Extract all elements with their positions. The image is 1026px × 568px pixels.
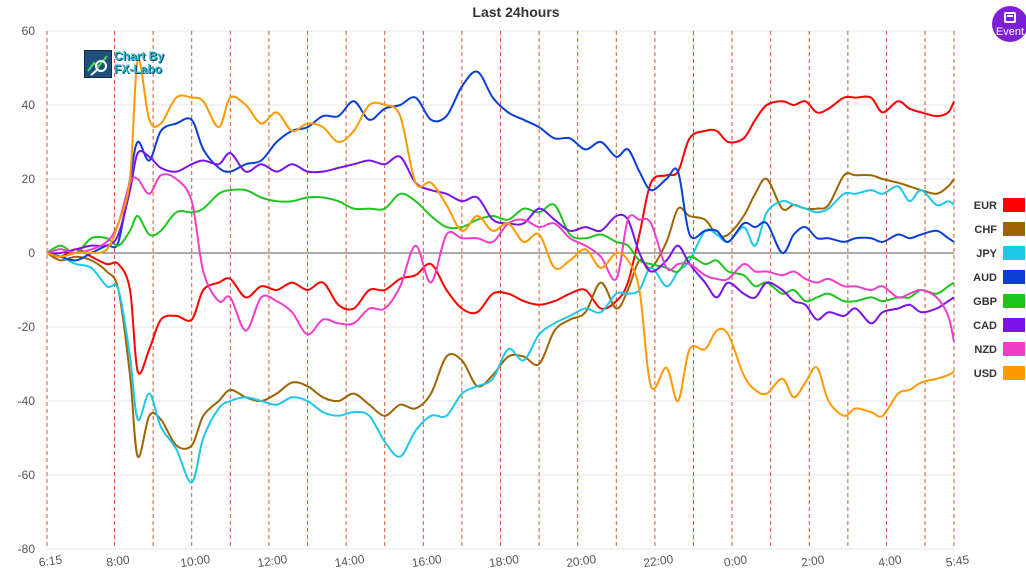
legend-label: GBP	[973, 296, 997, 308]
watermark-text: Chart By FX-Labo	[114, 50, 164, 76]
legend-label: CHF	[974, 224, 997, 236]
y-axis: 60 40 20 0 -20 -40 -60 -80	[18, 24, 36, 556]
series-line-usd	[46, 58, 955, 418]
legend-label: USD	[974, 368, 997, 380]
y-tick-label: -60	[18, 468, 36, 482]
chart-by-fx-labo-logo: Chart By FX-Labo	[84, 50, 194, 80]
legend-item-chf[interactable]: CHF	[974, 222, 1025, 236]
x-tick-label: 16:00	[411, 552, 443, 568]
x-tick-label: 8:00	[105, 552, 130, 568]
chart-title: Last 24hours	[472, 4, 559, 20]
x-tick-label: 2:00	[800, 552, 825, 568]
x-tick-label: 22:00	[642, 552, 674, 568]
x-tick-label: 4:00	[877, 552, 902, 568]
vertical-gridlines	[46, 31, 955, 549]
legend-label: AUD	[973, 272, 997, 284]
y-tick-label: 40	[22, 98, 36, 112]
watermark-line2: FX-Labo	[114, 62, 162, 76]
calendar-icon	[1004, 12, 1016, 23]
legend-item-usd[interactable]: USD	[974, 366, 1025, 380]
legend-swatch	[1003, 318, 1025, 332]
series-line-aud	[46, 70, 955, 262]
legend-item-jpy[interactable]: JPY	[976, 246, 1025, 260]
y-tick-label: 20	[22, 172, 36, 186]
legend-item-aud[interactable]: AUD	[973, 270, 1025, 284]
legend-label: NZD	[974, 344, 997, 356]
legend-swatch	[1003, 246, 1025, 260]
series-line-gbp	[46, 188, 955, 303]
series-line-jpy	[46, 185, 955, 484]
y-tick-label: 0	[28, 246, 35, 260]
x-tick-label: 0:00	[723, 552, 748, 568]
legend-label: CAD	[973, 320, 997, 332]
x-tick-label: 12:00	[257, 552, 289, 568]
x-tick-label: 6:15	[38, 552, 63, 568]
series-line-cad	[46, 150, 955, 325]
legend-swatch	[1003, 294, 1025, 308]
x-tick-label: 18:00	[488, 552, 520, 568]
legend[interactable]: EUR CHF JPY AUD GBP CAD NZD USD	[973, 198, 1025, 380]
legend-item-gbp[interactable]: GBP	[973, 294, 1025, 308]
legend-item-cad[interactable]: CAD	[973, 318, 1025, 332]
x-tick-label: 14:00	[334, 552, 366, 568]
legend-item-eur[interactable]: EUR	[974, 198, 1025, 212]
x-tick-label: 5:45	[945, 552, 970, 568]
x-tick-label: 20:00	[565, 552, 597, 568]
series-line-nzd	[46, 173, 955, 343]
legend-swatch	[1003, 222, 1025, 236]
event-button-label: Event	[995, 26, 1025, 38]
legend-label: EUR	[974, 200, 997, 212]
magnifier-chart-icon	[84, 50, 112, 78]
legend-swatch	[1003, 366, 1025, 380]
legend-item-nzd[interactable]: NZD	[974, 342, 1025, 356]
event-button[interactable]: Event	[992, 6, 1026, 42]
legend-swatch	[1003, 342, 1025, 356]
legend-swatch	[1003, 270, 1025, 284]
series-line-chf	[46, 172, 955, 458]
legend-label: JPY	[976, 248, 997, 260]
y-tick-label: 60	[22, 24, 36, 38]
watermark-line1: Chart By	[114, 49, 165, 63]
series-lines	[46, 58, 955, 484]
y-tick-label: -80	[18, 542, 36, 556]
x-axis: 6:15 8:00 10:00 12:00 14:00 16:00 18:00 20:00 22…	[38, 552, 970, 568]
legend-swatch	[1003, 198, 1025, 212]
series-line-eur	[46, 95, 955, 375]
y-tick-label: -20	[18, 320, 36, 334]
x-tick-label: 10:00	[179, 552, 211, 568]
y-tick-label: -40	[18, 394, 36, 408]
